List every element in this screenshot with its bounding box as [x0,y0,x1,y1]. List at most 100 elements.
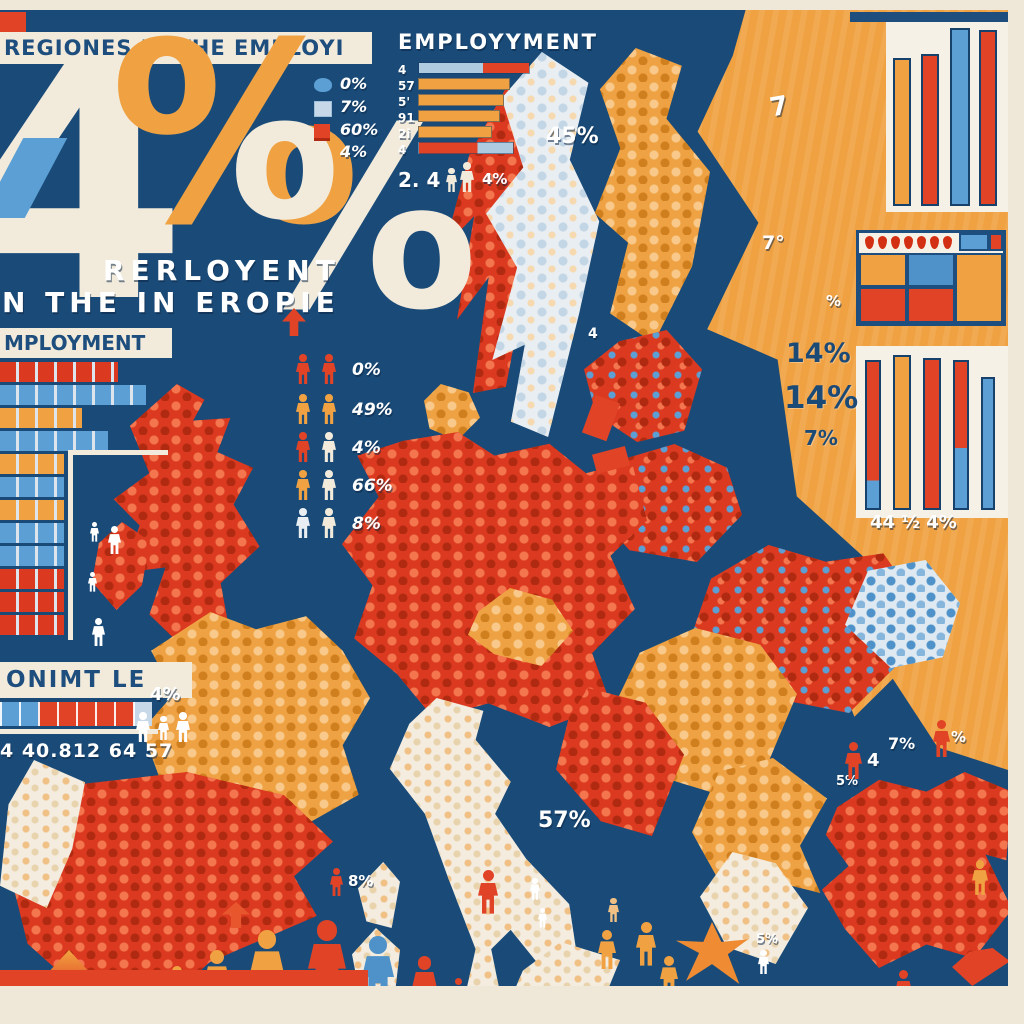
frame-top [0,0,1024,10]
person-icon [598,930,616,969]
block-row [0,592,64,612]
row-label: 5' [398,95,411,109]
map-label: 8% [348,872,374,890]
headline-subtitle-1: RERLOYENT [103,254,341,287]
droplet-icon [878,236,887,249]
title-banner-text: REGIONES IN THE EMPLOYI IRENT GOAL [4,36,345,60]
block-row [0,500,64,520]
legend-swatch-white-dot [317,148,327,158]
legend-label: 7% [340,97,368,116]
droplet-icon [865,236,874,249]
person-icon [538,908,547,928]
bar-split-red-blue [418,142,514,154]
droplet-icon [891,236,900,249]
map-label-7pct: 7% [804,426,838,450]
mosaic-cell [955,253,1003,323]
bar-red [923,358,941,510]
frame-bottom [0,986,1024,1024]
bar [921,54,939,206]
block-row [0,362,118,382]
block-row [0,454,64,474]
bar [893,58,911,206]
bar-blue [981,377,995,510]
row-label: 57 [398,79,415,93]
person-icon [296,470,310,500]
person-icon [322,470,336,500]
person-icon [636,922,656,966]
people-legend: 0% 49% 4% 66% 8% [282,308,426,534]
row-label: 2i [398,127,411,141]
map-label: 45% [546,124,599,149]
bar-orange [418,78,510,90]
map-label: 7% [888,734,916,753]
bar-orange [418,110,500,122]
person-icon [296,354,310,384]
person-icon [322,508,336,538]
mosaic-header-cell-red [989,233,1003,251]
droplet-icon [943,236,952,249]
legend-swatch-red-square [314,124,330,141]
person-icon [460,162,474,192]
title-banner: REGIONES IN THE EMPLOYI IRENT GOAL [0,32,372,64]
person-icon [446,168,457,192]
bar-orange [418,126,492,138]
person-icon [136,712,150,742]
block-chart-bracket-h [68,450,168,455]
mosaic-cell [907,287,955,323]
bar-red [865,360,881,510]
person-icon [322,394,336,424]
legend-swatch-pale-square [314,101,332,117]
right-lower-bar-chart [856,346,1008,518]
onimt-banner-text: ONIMT LE [6,667,147,693]
mosaic-cell [859,287,907,323]
mosaic-header-cell-blue [959,233,989,251]
person-icon [478,870,498,914]
employment-left-banner-text: MPLOYMENT [4,331,146,355]
left-block-chart [0,362,170,642]
person-icon [296,432,310,462]
block-row [0,615,64,635]
person-icon [758,950,769,974]
person-icon [108,526,121,554]
row-label: 4 [398,143,407,157]
mosaic-cell [907,253,955,287]
map-label-14pct: 14% [784,380,859,416]
top-right-chart-header-bar [850,12,1008,22]
row-label: 4 [398,63,407,77]
legend-label: 60% [340,120,379,139]
legend-label: 0% [340,74,368,93]
top-right-bar-chart [886,22,1008,212]
droplet-icon [904,236,913,249]
bar-split-blue-red [418,62,530,74]
block-row [0,431,108,451]
bar-red-blue [953,360,969,510]
person-icon [296,394,310,424]
map-label-caption: 44 ½ 4% [870,512,957,533]
employment-chart-title: EMPLOYYMENT [398,30,598,54]
map-label: 5% [756,932,779,947]
employment-chart: EMPLOYYMENT 4 57 5' 91 2i 4 2. 4 4% [398,30,596,210]
bar-orange [418,94,504,106]
people-legend-label: 0% [352,360,381,380]
onimt-numbers: 4 40.812 64 57 [0,740,174,762]
person-icon [88,572,97,592]
person-icon [322,354,336,384]
legend-swatch-blue-circle [314,78,332,92]
onimt-bar-underline [0,729,158,734]
person-icon [330,868,343,896]
region-central-europe [342,432,647,727]
map-label: % [826,292,842,310]
block-row [0,569,64,589]
droplet-icon [930,236,939,249]
france-pct-label: 4% [150,684,181,705]
person-icon [296,508,310,538]
people-legend-label: 66% [352,476,393,496]
person-icon [90,522,99,542]
bar [979,30,997,206]
bottom-red-strip [0,970,368,988]
map-label: 57% [538,808,591,833]
onimt-banner: ONIMT LE [0,662,192,698]
employment-left-banner: MPLOYMENT [0,328,172,358]
map-label-14pct: 14% [786,338,851,369]
employment-chart-footer: 2. 4 [398,168,441,192]
